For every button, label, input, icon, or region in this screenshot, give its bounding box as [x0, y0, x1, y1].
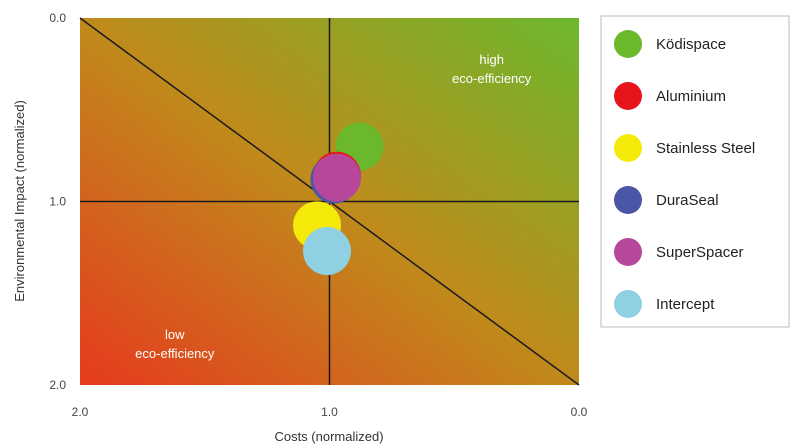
legend-swatch-1 [614, 82, 642, 110]
data-points [293, 122, 384, 276]
annotations: high eco-efficiency low eco-efficiency [135, 52, 532, 361]
x-tick-label: 2.0 [72, 405, 89, 419]
legend-label-5: Intercept [656, 296, 715, 313]
x-tick-label: 0.0 [571, 405, 588, 419]
legend-label-3: DuraSeal [656, 192, 719, 209]
legend-swatch-4 [614, 238, 642, 266]
legend-swatch-2 [614, 134, 642, 162]
data-point-4 [312, 153, 361, 202]
y-axis-title: Environmental Impact (normalized) [12, 100, 27, 302]
x-axis-title: Costs (normalized) [274, 429, 383, 444]
legend-box [600, 15, 790, 328]
y-tick-label: 0.0 [49, 11, 66, 25]
legend-swatch-3 [614, 186, 642, 214]
annotation-high: high eco-efficiency [452, 52, 532, 86]
legend-label-4: SuperSpacer [656, 244, 744, 261]
x-tick-label: 1.0 [321, 405, 338, 419]
y-tick-label: 2.0 [49, 378, 66, 392]
data-point-5 [303, 227, 352, 276]
legend-label-1: Aluminium [656, 88, 726, 105]
legend-label-2: Stainless Steel [656, 140, 755, 157]
legend-swatch-0 [614, 30, 642, 58]
x-tick-labels: 2.0 1.0 0.0 [72, 405, 588, 419]
legend-swatch-5 [614, 290, 642, 318]
legend: Ködispace Aluminium Stainless Steel DuraSea… [600, 15, 790, 328]
legend-label-0: Ködispace [656, 36, 726, 53]
y-tick-labels: 0.0 1.0 2.0 [49, 11, 66, 392]
annotation-low: low eco-efficiency [135, 327, 215, 361]
y-tick-label: 1.0 [49, 195, 66, 209]
